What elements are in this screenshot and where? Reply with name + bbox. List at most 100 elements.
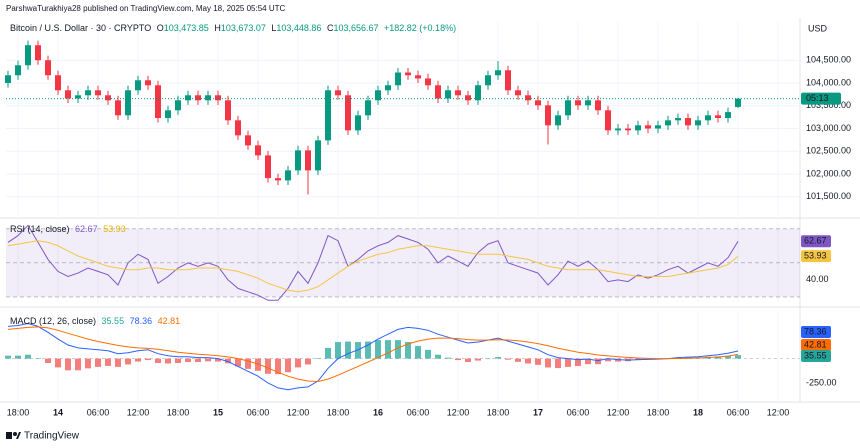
histogram-bar bbox=[525, 358, 531, 364]
series-line bbox=[7, 224, 739, 301]
x-tick-label: 17 bbox=[533, 407, 543, 417]
series-line bbox=[7, 240, 739, 293]
candle-body bbox=[685, 118, 691, 126]
histogram-bar bbox=[365, 341, 371, 359]
candle-body bbox=[565, 100, 571, 116]
x-tick-label: 12:00 bbox=[607, 407, 630, 417]
histogram-bar bbox=[385, 340, 391, 359]
candle-body bbox=[605, 110, 611, 131]
ohlc-key: C bbox=[327, 23, 334, 33]
candle-body bbox=[465, 95, 471, 101]
currency: USD bbox=[808, 23, 828, 33]
histogram-bar bbox=[235, 358, 241, 367]
x-tick-label: 18:00 bbox=[647, 407, 670, 417]
y-tick-label: 40.00 bbox=[806, 274, 829, 284]
candle-body bbox=[545, 105, 551, 126]
macd-legend: MACD (12, 26, close) 35.55 78.36 42.81 bbox=[10, 316, 180, 326]
histogram-bar bbox=[35, 358, 41, 359]
histogram-bar bbox=[245, 358, 251, 369]
histogram-bar bbox=[445, 357, 451, 359]
x-tick-label: 06:00 bbox=[567, 407, 590, 417]
candle-body bbox=[335, 90, 341, 96]
indicator-title: RSI (14, close) bbox=[10, 224, 70, 234]
histogram-bar bbox=[215, 358, 221, 362]
ohlc-value: 103,673.07 bbox=[221, 23, 266, 33]
ohlc-key: H bbox=[214, 23, 221, 33]
histogram-bar bbox=[395, 340, 401, 359]
histogram-bar bbox=[415, 345, 421, 359]
candle-body bbox=[345, 95, 351, 131]
candle-body bbox=[705, 115, 711, 121]
logo-mark bbox=[6, 432, 12, 439]
histogram-bar bbox=[25, 354, 31, 359]
histogram-bar bbox=[175, 358, 181, 363]
candle-body bbox=[495, 70, 501, 76]
x-tick-label: 18:00 bbox=[167, 407, 190, 417]
symbol-title: Bitcoin / U.S. Dollar · 30 · CRYPTO bbox=[10, 23, 151, 33]
histogram-bar bbox=[185, 358, 191, 363]
plot-layer bbox=[5, 22, 800, 402]
signal-value: 42.81 bbox=[158, 316, 181, 326]
histogram-bar bbox=[285, 358, 291, 373]
candle-body bbox=[45, 60, 51, 76]
candle-body bbox=[735, 98, 741, 107]
x-tick-label: 12:00 bbox=[767, 407, 790, 417]
candle-body bbox=[445, 90, 451, 99]
histogram-bar bbox=[155, 358, 161, 363]
candle-body bbox=[525, 95, 531, 101]
candle-body bbox=[395, 72, 401, 86]
candle-body bbox=[405, 72, 411, 76]
y-tick-label: 103,500.00 bbox=[806, 100, 851, 110]
candle-body bbox=[575, 100, 581, 106]
histogram-bar bbox=[735, 355, 741, 359]
value-box bbox=[801, 339, 831, 351]
legend: Bitcoin / U.S. Dollar · 30 · CRYPTO O103… bbox=[10, 23, 456, 33]
histogram-bar bbox=[545, 358, 551, 368]
candle-body bbox=[455, 90, 461, 96]
candle-body bbox=[185, 95, 191, 101]
histogram-bar bbox=[165, 358, 171, 364]
value-box bbox=[801, 235, 831, 248]
candle-body bbox=[315, 140, 321, 171]
value-label: 78.36 bbox=[804, 326, 827, 336]
histogram-bar bbox=[305, 358, 311, 365]
candle-body bbox=[425, 78, 431, 86]
histogram-bar bbox=[455, 358, 461, 361]
candle-body bbox=[205, 95, 211, 101]
histogram-bar bbox=[495, 357, 501, 359]
candle-body bbox=[75, 95, 81, 99]
histogram-bar bbox=[55, 358, 61, 368]
candle-body bbox=[255, 145, 261, 156]
histogram-bar bbox=[275, 358, 281, 375]
candle-body bbox=[265, 155, 271, 179]
histogram-bar bbox=[85, 358, 91, 369]
histogram-bar bbox=[205, 358, 211, 362]
value-label: 35.55 bbox=[804, 350, 827, 360]
ohlc-key: L bbox=[271, 23, 276, 33]
candle-body bbox=[695, 120, 701, 126]
histogram-bar bbox=[515, 358, 521, 362]
candle-body bbox=[95, 90, 101, 96]
histogram-bar bbox=[145, 358, 151, 361]
candle-body bbox=[115, 100, 121, 116]
histogram-bar bbox=[195, 358, 201, 363]
candle-body bbox=[505, 70, 511, 91]
series-line bbox=[7, 322, 739, 391]
histogram-bar bbox=[65, 358, 71, 371]
candle-body bbox=[375, 90, 381, 101]
candle-body bbox=[485, 75, 491, 86]
candle-body bbox=[105, 95, 111, 101]
histogram-bar bbox=[435, 354, 441, 359]
rsi-legend: RSI (14, close) 62.67 53.93 bbox=[10, 224, 126, 234]
candle-body bbox=[125, 90, 131, 116]
value-label: 42.81 bbox=[804, 339, 827, 349]
y-tick-label: 103,000.00 bbox=[806, 123, 851, 133]
candle-body bbox=[235, 120, 241, 136]
x-tick-label: 14 bbox=[53, 407, 63, 417]
y-tick-label: 102,500.00 bbox=[806, 146, 851, 156]
candle-body bbox=[295, 150, 301, 171]
x-tick-label: 18:00 bbox=[7, 407, 30, 417]
histogram-bar bbox=[295, 358, 301, 368]
candle-body bbox=[355, 115, 361, 131]
candle-body bbox=[585, 100, 591, 106]
